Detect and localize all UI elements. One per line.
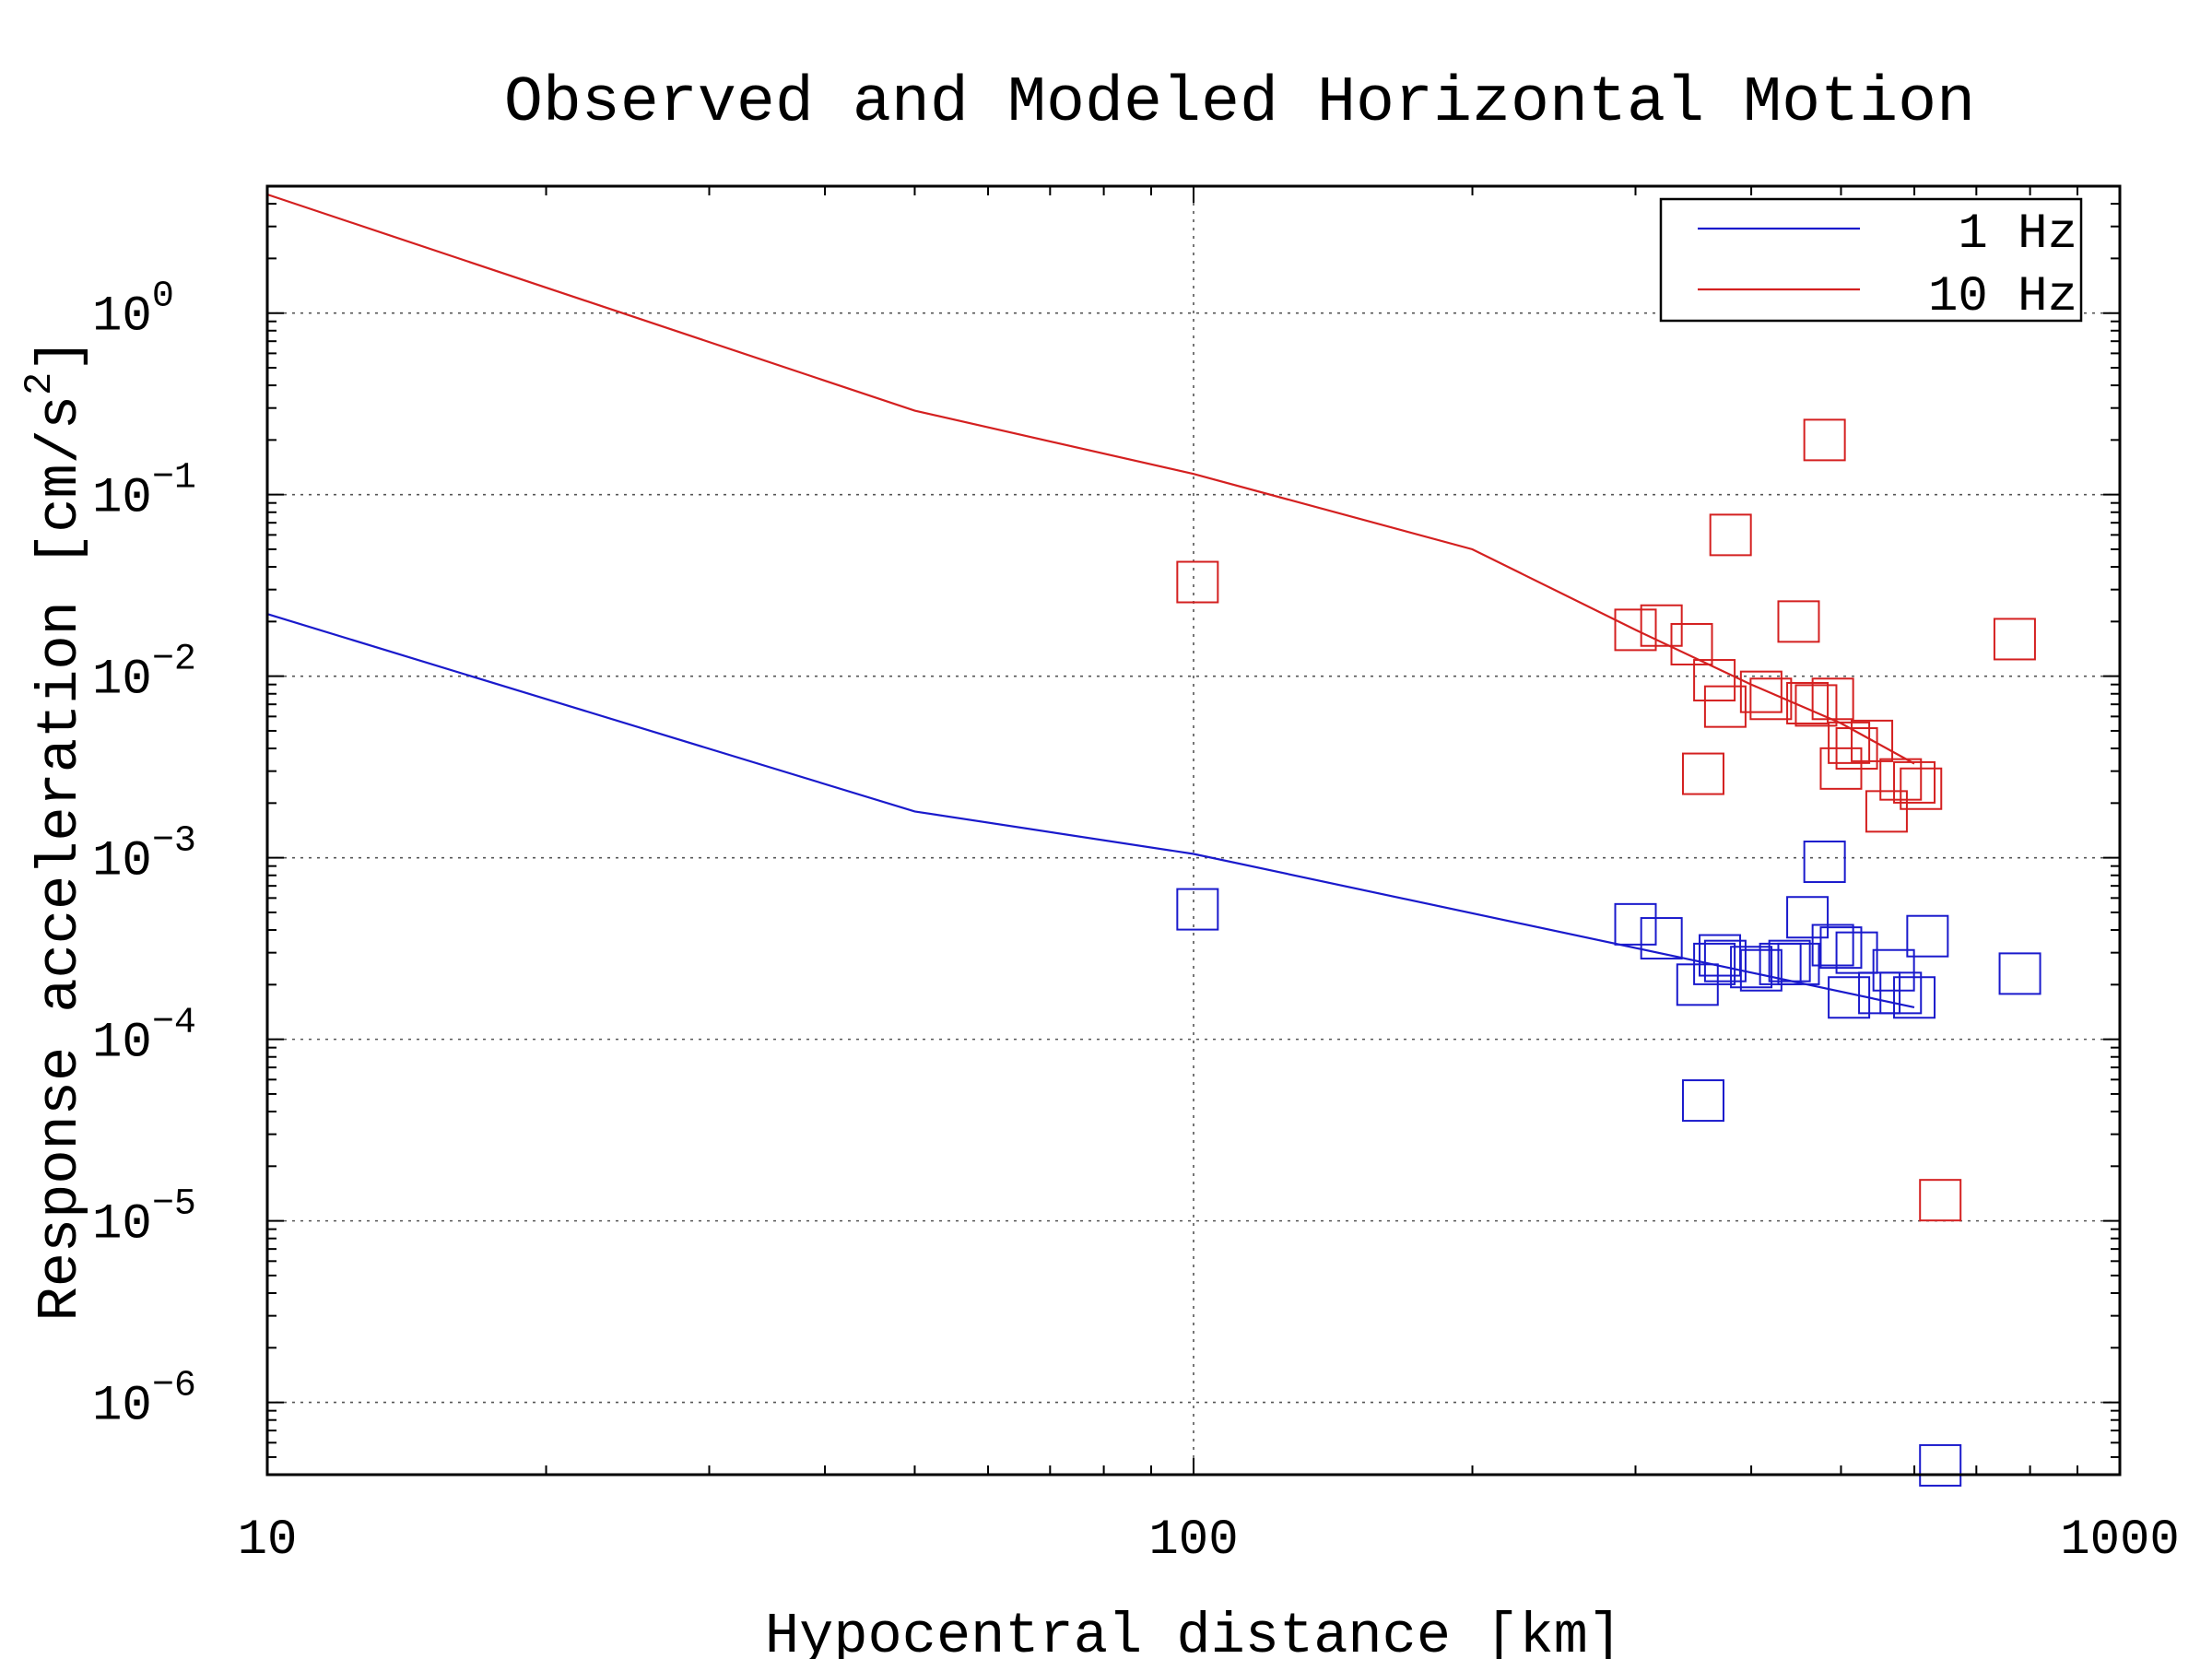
observed-point [1803, 418, 1846, 462]
observed-point [1693, 942, 1736, 985]
observed-point [1900, 767, 1943, 810]
x-tick-label: 1000 [2060, 1512, 2180, 1569]
y-tick-base: 10 [92, 653, 152, 709]
y-tick-base: 10 [92, 289, 152, 346]
y-tick-base: 10 [92, 834, 152, 890]
y-tick-exponent: −1 [152, 458, 196, 500]
y-tick-exponent: −6 [152, 1366, 196, 1407]
observed-point [1614, 902, 1657, 946]
y-tick-base: 10 [92, 1197, 152, 1253]
y-tick-exponent: 0 [152, 276, 174, 318]
y-tick-exponent: −2 [152, 640, 196, 681]
observed-point [1693, 659, 1736, 702]
y-tick-base: 10 [92, 1016, 152, 1072]
y-tick-base: 10 [92, 1379, 152, 1435]
x-tick-label: 100 [1148, 1512, 1238, 1569]
observed-point [1176, 888, 1219, 931]
observed-point [1786, 681, 1830, 724]
legend-box [1659, 197, 2083, 323]
observed-point [1828, 721, 1871, 764]
observed-point [1739, 670, 1783, 713]
grid-lines [267, 186, 2120, 1475]
observed-point [1858, 971, 1901, 1015]
observed-point [1819, 926, 1863, 970]
plot-series [266, 193, 2041, 1487]
observed-point [1893, 976, 1936, 1019]
legend-label-1hz: 1 Hz [1958, 206, 2077, 263]
observed-point [1640, 604, 1683, 647]
observed-point [1681, 752, 1724, 795]
legend: 1 Hz 10 Hz [1659, 197, 2083, 325]
y-tick-label: 10−4 [92, 1003, 196, 1072]
observed-point [1919, 1443, 1962, 1487]
observed-point [1811, 677, 1854, 721]
series-0 [266, 613, 2041, 1487]
observed-point [1640, 917, 1683, 960]
x-tick-labels: 10 100 1000 [238, 1512, 2180, 1569]
axis-ticks [266, 185, 2120, 1476]
observed-point [1865, 790, 1908, 833]
observed-point [1768, 939, 1811, 982]
legend-label-10hz: 10 Hz [1928, 269, 2077, 325]
observed-point [1993, 618, 2036, 661]
observed-point [1835, 931, 1878, 974]
observed-point [1777, 600, 1820, 643]
chart-title: Observed and Modeled Horizontal Motion [504, 67, 1975, 140]
y-tick-exponent: −3 [152, 821, 196, 863]
observed-point [1709, 513, 1752, 557]
series-1 [266, 193, 2036, 1222]
observed-point [1703, 939, 1747, 982]
y-tick-label: 10−2 [92, 640, 196, 709]
observed-point [1835, 727, 1878, 771]
observed-point [1681, 1079, 1724, 1123]
y-tick-base: 10 [92, 471, 152, 527]
y-axis-label-exponent: 2 [18, 372, 62, 395]
observed-point [1703, 685, 1747, 728]
y-tick-label: 100 [92, 276, 174, 346]
observed-point [1614, 608, 1657, 652]
model-line [266, 193, 1915, 765]
observed-point [1851, 719, 1894, 762]
observed-point [1739, 948, 1783, 992]
observed-point [1794, 684, 1838, 727]
model-line [266, 613, 1915, 1008]
observed-point [1998, 952, 2041, 995]
observed-point [1670, 622, 1713, 665]
observed-point [1803, 841, 1846, 884]
plot-frame [265, 184, 2122, 1477]
observed-point [1919, 1179, 1962, 1222]
observed-point [1730, 946, 1773, 989]
y-tick-label: 10−5 [92, 1184, 196, 1253]
observed-point [1893, 760, 1936, 804]
x-tick-label: 10 [238, 1512, 298, 1569]
y-axis-label-base: Response acceleration [cm/s [28, 395, 93, 1322]
observed-point [1811, 924, 1854, 967]
observed-point [1777, 942, 1820, 985]
y-tick-label: 10−1 [92, 458, 196, 527]
observed-point [1828, 976, 1871, 1019]
y-tick-label: 10−3 [92, 821, 196, 890]
observed-point [1176, 560, 1219, 604]
observed-point [1786, 896, 1830, 939]
x-axis-label: Hypocentral distance [km] [765, 1604, 1622, 1659]
y-tick-exponent: −4 [152, 1003, 196, 1044]
observed-point [1749, 677, 1793, 721]
y-axis-label-end: ] [28, 337, 93, 371]
observed-point [1906, 914, 1949, 958]
observed-point [1879, 971, 1923, 1015]
y-axis-label: Response acceleration [cm/s2] [18, 337, 93, 1321]
y-tick-exponent: −5 [152, 1184, 196, 1226]
y-tick-label: 10−6 [92, 1366, 196, 1435]
